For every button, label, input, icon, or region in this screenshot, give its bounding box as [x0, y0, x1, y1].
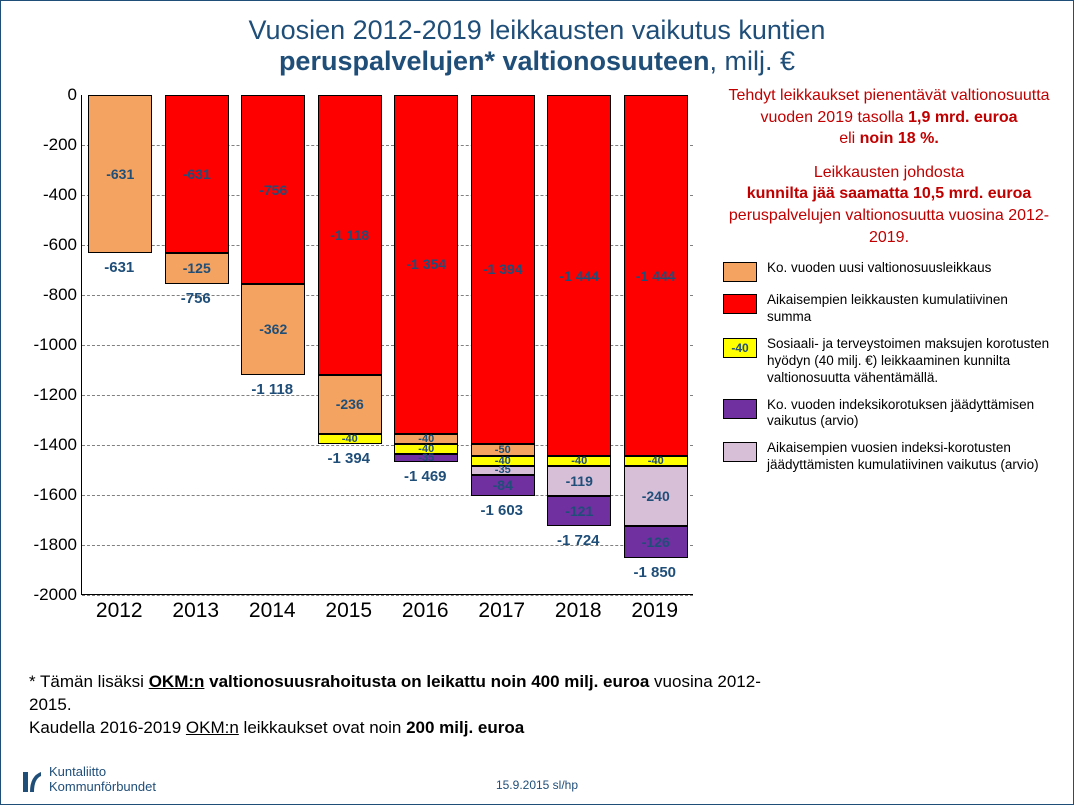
y-axis-label: -400	[17, 185, 77, 205]
legend-swatch	[723, 294, 757, 314]
legend-label: Aikaisempien vuosien indeksi-korotusten …	[767, 440, 1055, 474]
segment-label: -121	[565, 503, 593, 519]
gridline	[82, 545, 693, 546]
logo-icon	[21, 766, 43, 794]
y-axis-label: -1800	[17, 535, 77, 555]
legend-label: Ko. vuoden uusi valtionosuusleikkaus	[767, 260, 991, 277]
segment-label: -756	[259, 182, 287, 198]
segment-label: -119	[566, 473, 593, 489]
legend-item: Aikaisempien leikkausten kumulatiivinen …	[723, 292, 1055, 326]
legend-label: Ko. vuoden indeksikorotuksen jäädyttämis…	[767, 397, 1055, 431]
segment-label: -631	[183, 166, 211, 182]
legend-item: -40 Sosiaali- ja terveystoimen maksujen k…	[723, 336, 1055, 387]
y-axis-label: -1000	[17, 335, 77, 355]
segment-label: -1 118	[330, 227, 369, 243]
segment-label: -1 444	[559, 268, 599, 284]
title-line2: peruspalvelujen* valtionosuuteen, milj. …	[21, 46, 1053, 77]
legend: Ko. vuoden uusi valtionosuusleikkaus Aika…	[723, 260, 1055, 474]
segment-label: -240	[642, 488, 670, 504]
x-axis-label: 2014	[249, 599, 296, 623]
segment-label: -126	[642, 534, 670, 550]
x-axis-label: 2016	[402, 599, 449, 623]
segment-label: -1 394	[483, 261, 523, 277]
total-label: -1 394	[327, 450, 370, 467]
segment-label: -50	[495, 444, 511, 456]
x-axis-label: 2012	[96, 599, 143, 623]
footnote: * Tämän lisäksi OKM:n valtionosuusrahoit…	[29, 671, 773, 740]
y-axis-label: -600	[17, 235, 77, 255]
logo: Kuntaliitto Kommunförbundet	[21, 765, 156, 794]
legend-label: Aikaisempien leikkausten kumulatiivinen …	[767, 292, 1055, 326]
y-axis-label: -1400	[17, 435, 77, 455]
legend-swatch	[723, 399, 757, 419]
summary-text-2: Leikkausten johdosta kunnilta jää saamat…	[723, 162, 1055, 248]
legend-swatch	[723, 442, 757, 462]
segment-label: -236	[336, 396, 364, 412]
logo-text: Kuntaliitto Kommunförbundet	[49, 765, 156, 794]
y-axis-label: -2000	[17, 585, 77, 605]
segment-label: -125	[183, 260, 211, 276]
total-label: -1 724	[557, 532, 600, 549]
x-axis-label: 2015	[325, 599, 372, 623]
x-axis-label: 2013	[172, 599, 219, 623]
x-axis-label: 2019	[631, 599, 678, 623]
main-row: -631 -631 -125 -756 -362 -1 118 -236 -40 -1 354 -…	[1, 85, 1073, 645]
plot-region: -631 -631 -125 -756 -362 -1 118 -236 -40 -1 354 -…	[81, 95, 693, 595]
total-label: -631	[104, 259, 134, 276]
total-label: -1 603	[480, 502, 523, 519]
y-axis-label: -1200	[17, 385, 77, 405]
segment-label: -1 444	[636, 268, 676, 284]
total-label: -1 850	[633, 564, 676, 581]
segment-label: -84	[493, 477, 513, 493]
legend-label: Sosiaali- ja terveystoimen maksujen koro…	[767, 336, 1055, 387]
total-label: -756	[181, 290, 211, 307]
y-axis-label: -800	[17, 285, 77, 305]
legend-item: Ko. vuoden indeksikorotuksen jäädyttämis…	[723, 397, 1055, 431]
chart-area: -631 -631 -125 -756 -362 -1 118 -236 -40 -1 354 -…	[13, 85, 713, 645]
side-panel: Tehdyt leikkaukset pienentävät valtionos…	[713, 85, 1061, 645]
segment-label: -362	[259, 321, 287, 337]
legend-swatch: -40	[723, 338, 757, 358]
gridline	[82, 595, 693, 596]
title-line1: Vuosien 2012-2019 leikkausten vaikutus k…	[21, 15, 1053, 46]
legend-item: Ko. vuoden uusi valtionosuusleikkaus	[723, 260, 1055, 282]
x-axis-label: 2018	[555, 599, 602, 623]
y-axis-label: -1600	[17, 485, 77, 505]
date-stamp: 15.9.2015 sl/hp	[496, 778, 578, 792]
segment-label: -40	[342, 433, 358, 445]
y-axis-label: -200	[17, 135, 77, 155]
x-axis-label: 2017	[478, 599, 525, 623]
segment-label: -1 354	[406, 256, 446, 272]
legend-swatch	[723, 262, 757, 282]
segment-label: -35	[418, 452, 434, 464]
legend-item: Aikaisempien vuosien indeksi-korotusten …	[723, 440, 1055, 474]
segment-label: -631	[106, 166, 134, 182]
chart-title: Vuosien 2012-2019 leikkausten vaikutus k…	[1, 1, 1073, 85]
total-label: -1 118	[251, 381, 293, 398]
summary-text-1: Tehdyt leikkaukset pienentävät valtionos…	[723, 85, 1055, 150]
y-axis-label: 0	[17, 85, 77, 105]
total-label: -1 469	[404, 468, 447, 485]
